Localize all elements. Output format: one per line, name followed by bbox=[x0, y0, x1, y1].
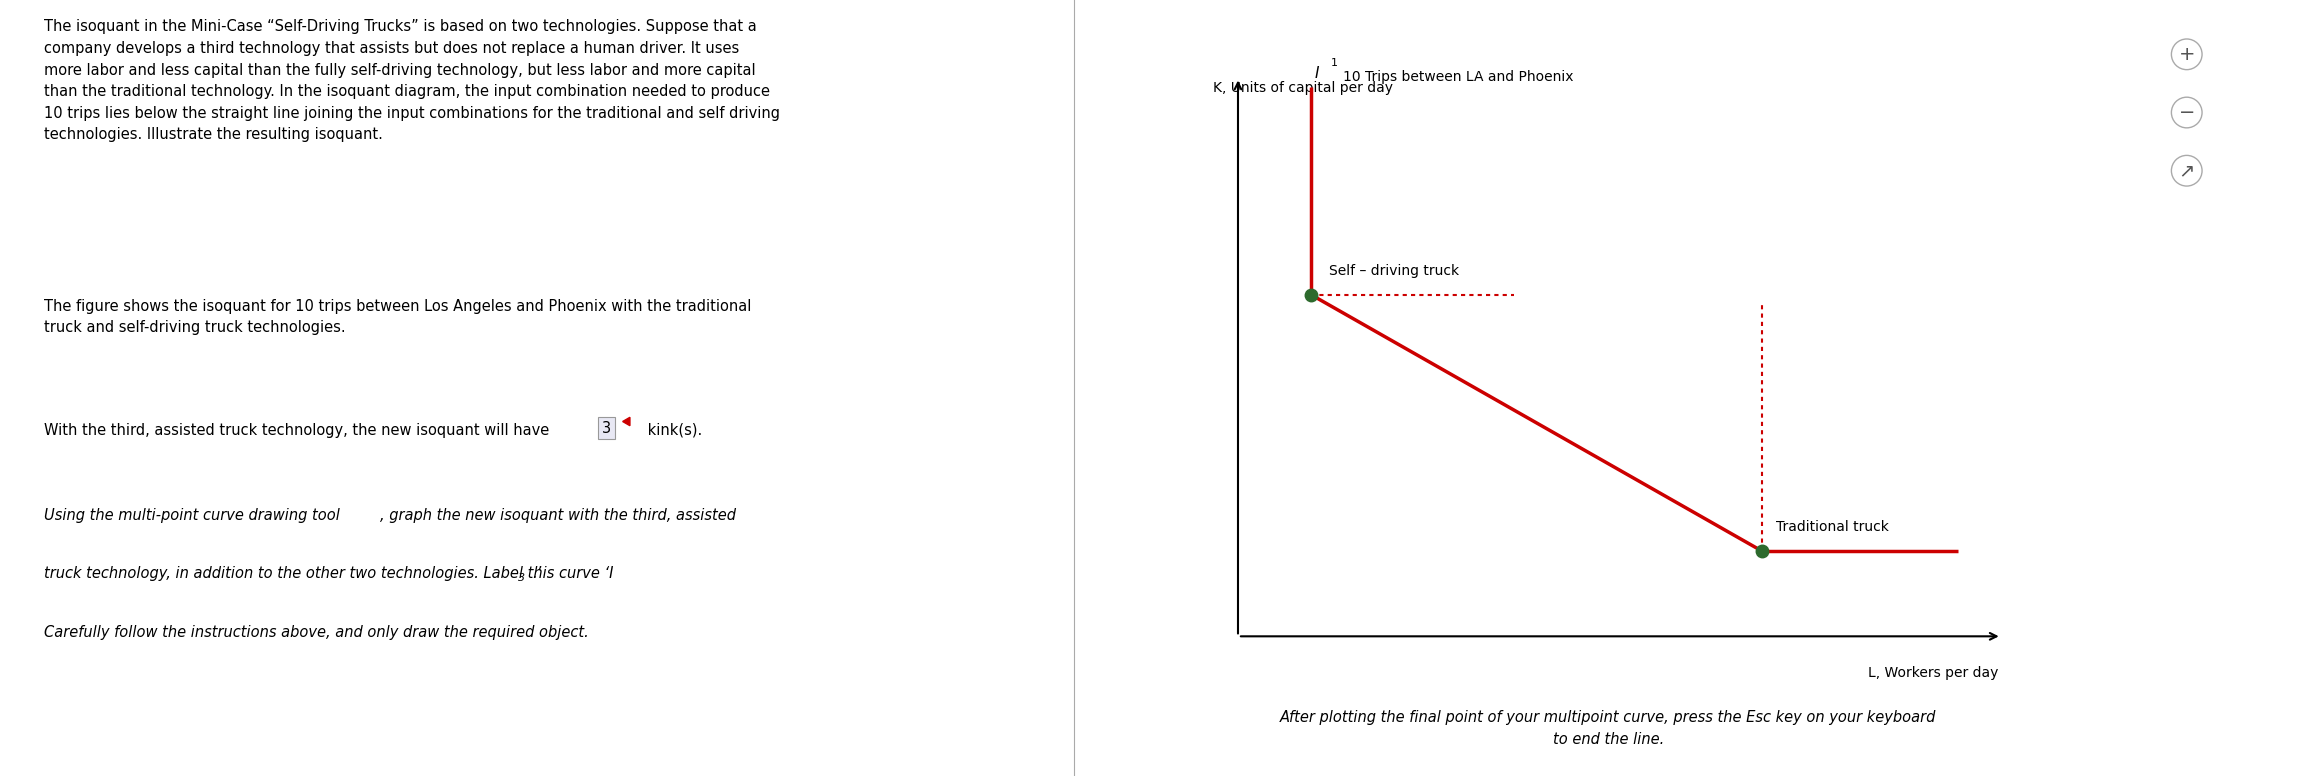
Text: −: − bbox=[2177, 103, 2196, 122]
Text: Traditional truck: Traditional truck bbox=[1777, 521, 1888, 535]
Text: Self – driving truck: Self – driving truck bbox=[1328, 264, 1460, 278]
Text: 10 Trips between LA and Phoenix: 10 Trips between LA and Phoenix bbox=[1344, 70, 1574, 84]
Text: kink(s).: kink(s). bbox=[643, 423, 701, 438]
Text: 3: 3 bbox=[602, 421, 611, 435]
Text: I: I bbox=[1314, 66, 1319, 81]
Text: With the third, assisted truck technology, the new isoquant will have: With the third, assisted truck technolog… bbox=[44, 423, 555, 438]
Text: The figure shows the isoquant for 10 trips between Los Angeles and Phoenix with : The figure shows the isoquant for 10 tri… bbox=[44, 299, 752, 335]
Text: +: + bbox=[2177, 45, 2196, 64]
Text: Carefully follow the instructions above, and only draw the required object.: Carefully follow the instructions above,… bbox=[44, 625, 590, 639]
Text: 3: 3 bbox=[518, 573, 525, 583]
Text: K, Units of capital per day: K, Units of capital per day bbox=[1213, 81, 1393, 95]
Text: The isoquant in the Mini-Case “Self-Driving Trucks” is based on two technologies: The isoquant in the Mini-Case “Self-Driv… bbox=[44, 19, 780, 143]
Text: L, Workers per day: L, Workers per day bbox=[1867, 666, 1997, 680]
Text: truck technology, in addition to the other two technologies. Label this curve ‘I: truck technology, in addition to the oth… bbox=[44, 566, 613, 581]
Text: , graph the new isoquant with the third, assisted: , graph the new isoquant with the third,… bbox=[379, 508, 736, 523]
Text: After plotting the final point of your multipoint curve, press the Esc key on yo: After plotting the final point of your m… bbox=[1280, 710, 1937, 747]
Text: ↗: ↗ bbox=[2177, 161, 2196, 180]
Text: 1: 1 bbox=[1331, 57, 1337, 68]
Text: .’: .’ bbox=[532, 566, 541, 581]
Text: Using the multi-point curve drawing tool: Using the multi-point curve drawing tool bbox=[44, 508, 340, 523]
